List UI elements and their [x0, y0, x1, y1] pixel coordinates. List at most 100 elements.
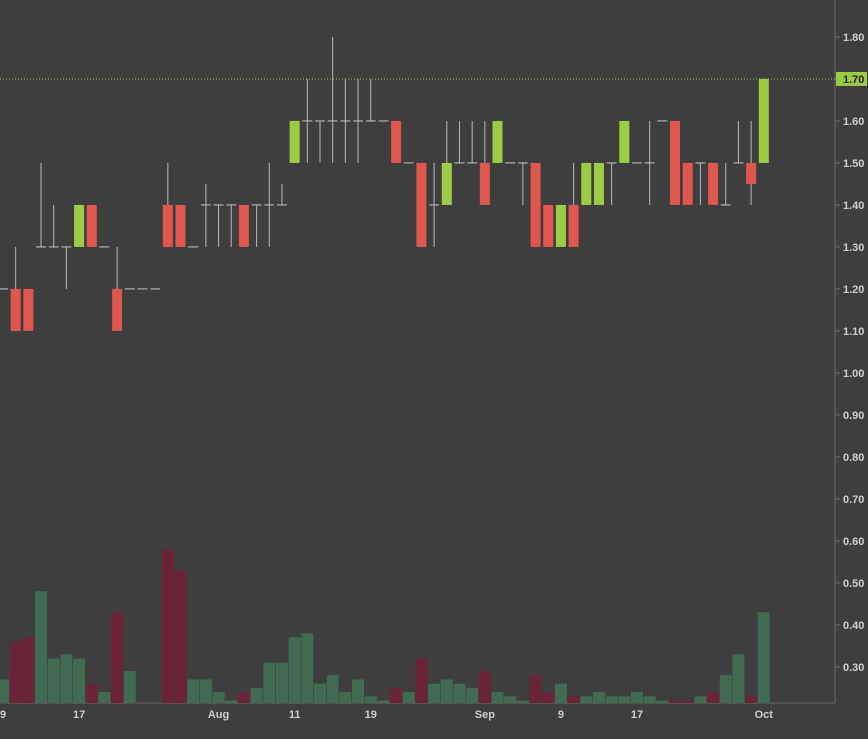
- x-tick-label: Aug: [208, 709, 229, 721]
- candle-body: [479, 162, 490, 205]
- volume-bar: [542, 692, 555, 703]
- candle-body: [543, 204, 554, 247]
- volume-bar: [111, 612, 124, 703]
- y-tick-label: 0.70: [843, 494, 864, 506]
- candle-body: [758, 78, 769, 163]
- candle-body: [555, 204, 566, 247]
- y-tick-label: 0.40: [843, 620, 864, 632]
- y-tick-label: 0.90: [843, 410, 864, 422]
- volume-bar: [212, 692, 225, 703]
- volume-bar: [174, 570, 187, 703]
- volume-bar: [390, 687, 403, 703]
- y-tick-label: 0.80: [843, 452, 864, 464]
- volume-bar: [478, 671, 491, 703]
- volume-bar: [453, 683, 466, 703]
- candle-body: [10, 288, 21, 331]
- x-tick-label: 19: [365, 709, 377, 721]
- volume-bar: [187, 679, 200, 703]
- volume-bar: [225, 700, 238, 703]
- last-price-label: 1.70: [843, 74, 864, 86]
- x-tick-label: Sep: [475, 709, 495, 721]
- volume-bar: [631, 692, 643, 703]
- candle-body: [86, 204, 97, 247]
- last-price-box: [836, 71, 867, 86]
- y-tick-label: 0.30: [843, 662, 864, 674]
- candle-body: [530, 162, 541, 247]
- volume-bar: [326, 675, 339, 703]
- volume-bar: [60, 654, 73, 703]
- volume-bar: [415, 658, 428, 703]
- volume-bar: [466, 687, 479, 703]
- candle-body: [289, 120, 300, 163]
- candle-body: [682, 162, 693, 205]
- candle-body: [492, 120, 503, 163]
- volume-bar: [592, 692, 605, 703]
- y-tick-label: 1.20: [843, 284, 864, 296]
- volume-bar: [250, 687, 263, 703]
- volume-bar: [567, 696, 580, 703]
- candle-body: [162, 204, 173, 247]
- volume-bar: [35, 591, 48, 703]
- y-tick-label: 1.00: [843, 368, 864, 380]
- volume-bar: [98, 692, 111, 703]
- candle-body: [441, 162, 452, 205]
- y-tick-label: 1.40: [843, 200, 864, 212]
- volume-bar: [47, 658, 60, 703]
- volume-bar: [554, 683, 567, 703]
- volume-bar: [275, 662, 288, 703]
- volume-bar: [199, 679, 212, 703]
- volume-bar: [656, 700, 669, 703]
- volume-bar: [364, 696, 377, 703]
- volume-bar: [529, 675, 542, 703]
- volume-bar: [0, 679, 9, 703]
- candle-body: [670, 120, 681, 205]
- candle-body: [568, 204, 579, 247]
- candle-body: [391, 120, 402, 163]
- volume-bar: [719, 675, 732, 703]
- volume-bar: [669, 700, 682, 703]
- y-tick-label: 1.50: [843, 158, 864, 170]
- volume-bar: [85, 683, 98, 703]
- candle-body: [708, 162, 719, 205]
- x-tick-label: 17: [73, 709, 85, 721]
- candle-body: [238, 204, 249, 247]
- volume-bar: [377, 700, 390, 703]
- volume-bar: [352, 679, 365, 703]
- candle-body: [593, 162, 604, 205]
- x-tick-label: Oct: [755, 709, 774, 721]
- candle-body: [23, 288, 34, 331]
- y-tick-label: 1.30: [843, 242, 864, 254]
- volume-bar: [22, 637, 35, 703]
- volume-bar: [694, 696, 707, 703]
- x-tick-label: 9: [558, 709, 564, 721]
- volume-bar: [681, 700, 694, 703]
- volume-bar: [580, 696, 593, 703]
- volume-bar: [757, 612, 770, 703]
- volume-bar: [73, 658, 86, 703]
- volume-bar: [9, 641, 22, 703]
- volume-bar: [161, 549, 174, 703]
- volume-bar: [428, 683, 441, 703]
- y-tick-label: 1.10: [843, 326, 864, 338]
- y-tick-label: 0.50: [843, 578, 864, 590]
- volume-bar: [123, 671, 136, 703]
- volume-bar: [516, 700, 529, 703]
- volume-bar: [605, 696, 618, 703]
- volume-bar: [618, 696, 631, 703]
- candle-body: [746, 162, 757, 184]
- volume-bar: [732, 654, 745, 703]
- volume-bar: [263, 662, 276, 703]
- y-tick-label: 1.60: [843, 116, 864, 128]
- volume-bar: [339, 692, 352, 703]
- candle-body: [619, 120, 630, 163]
- y-tick-label: 1.80: [843, 32, 864, 44]
- candle-body: [74, 204, 85, 247]
- candle-body: [581, 162, 592, 205]
- volume-bar: [237, 692, 250, 703]
- y-tick-label: 0.60: [843, 536, 864, 548]
- volume-bar: [301, 633, 314, 703]
- volume-bar: [643, 696, 656, 703]
- candle-body: [416, 162, 427, 247]
- volume-bar: [745, 696, 758, 703]
